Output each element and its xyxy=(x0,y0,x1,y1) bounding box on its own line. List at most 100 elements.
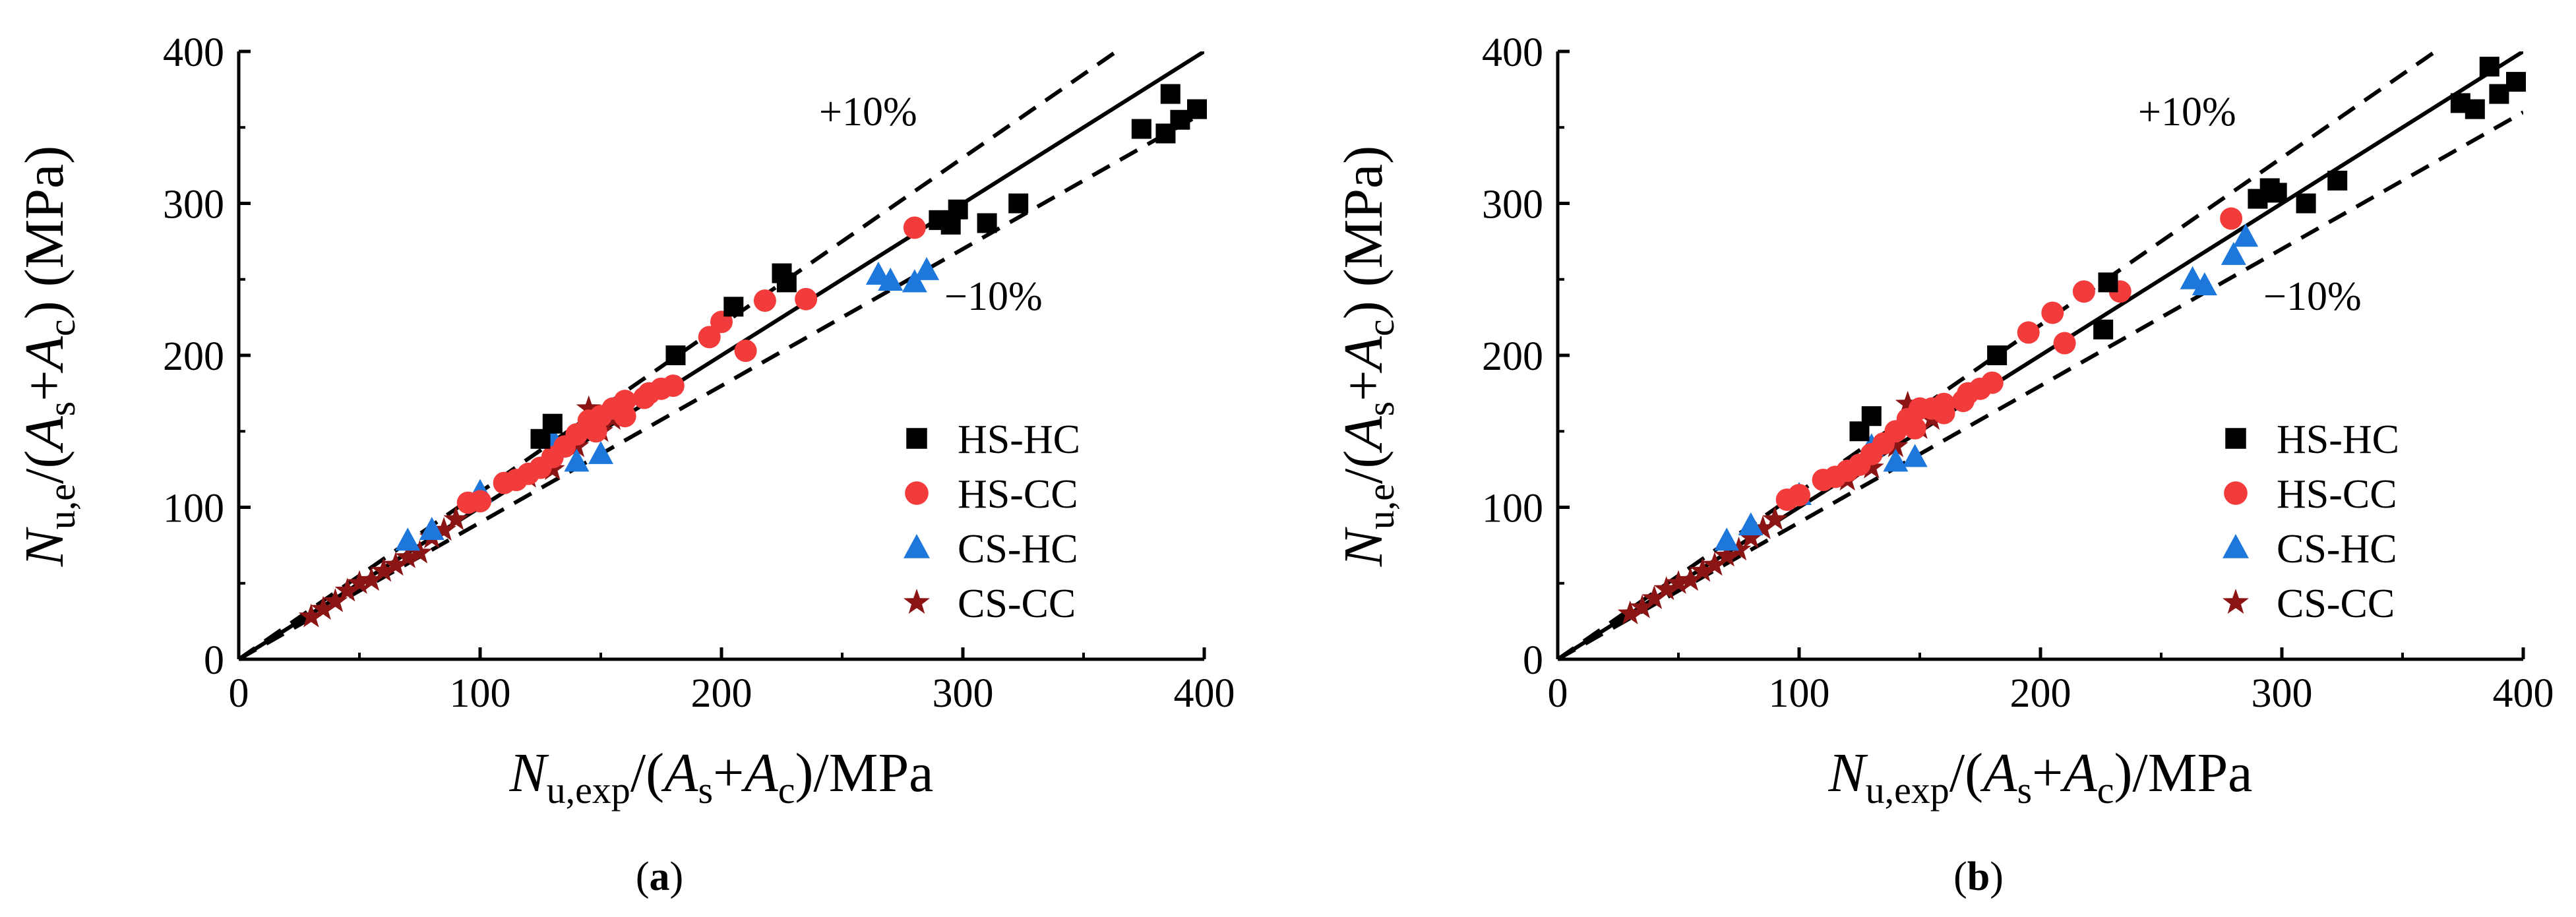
data-point-hs-cc xyxy=(2072,280,2095,303)
y-axis-title-subscript-steel: s xyxy=(1359,401,1402,417)
x-axis-title-paren: /( xyxy=(1949,742,1983,804)
x-axis-title-unit: )/MPa xyxy=(795,742,933,804)
data-point-cs-hc xyxy=(914,256,940,280)
y-tick-label: 300 xyxy=(163,183,224,227)
x-tick-label: 100 xyxy=(450,671,511,716)
x-axis-title-area-steel: A xyxy=(1980,742,2017,804)
legend: HS-HC HS-CC CS-HC CS-CC xyxy=(2223,417,2399,626)
data-point-cs-cc xyxy=(1690,558,1715,582)
data-point-hs-cc xyxy=(2053,332,2076,355)
data-point-hs-cc xyxy=(698,326,721,349)
data-point-cs-cc xyxy=(407,539,433,564)
data-point-hs-hc xyxy=(665,345,686,365)
y-tick-label: 0 xyxy=(1523,638,1543,683)
legend-label-cs-cc: CS-CC xyxy=(2277,581,2395,626)
data-point-cs-cc xyxy=(311,595,336,620)
x-tick-label: 300 xyxy=(933,671,994,716)
y-axis-title-area-steel: A xyxy=(1333,416,1394,454)
y-axis-title-subscript-concrete: c xyxy=(1359,319,1402,336)
x-tick-label: 200 xyxy=(2010,671,2071,716)
panel-label-open: ( xyxy=(1953,854,1967,899)
legend-marker-hs-hc xyxy=(2225,428,2246,449)
data-point-cs-cc xyxy=(1726,537,1752,561)
minus-10-label: −10% xyxy=(2263,274,2362,319)
data-point-hs-cc xyxy=(638,382,661,405)
x-axis-title: Nu,exp/(As+Ac)/MPa xyxy=(509,742,934,812)
data-point-cs-cc xyxy=(431,517,457,541)
data-point-hs-cc xyxy=(613,405,636,428)
legend-label-hs-hc: HS-HC xyxy=(2277,417,2399,462)
data-point-hs-hc xyxy=(1131,119,1151,139)
y-axis-title-symbol: N xyxy=(14,527,75,567)
data-point-cs-hc xyxy=(588,440,613,464)
x-axis-title-unit: )/MPa xyxy=(2114,742,2252,804)
legend-marker-cs-cc xyxy=(904,589,930,614)
panel-label-open: ( xyxy=(636,854,650,899)
data-point-hs-cc xyxy=(795,287,818,311)
minus-10-label: −10% xyxy=(944,274,1043,319)
data-point-hs-hc xyxy=(2327,170,2348,191)
x-axis-title-plus: + xyxy=(713,742,744,804)
y-axis-title-paren: /( xyxy=(14,450,75,484)
legend-marker-hs-cc xyxy=(2224,481,2248,505)
x-axis-title-symbol: N xyxy=(1828,742,1868,804)
data-point-hs-hc xyxy=(1008,193,1029,214)
data-point-cs-cc xyxy=(1762,506,1788,531)
legend-label-hs-hc: HS-HC xyxy=(958,417,1080,462)
data-point-hs-hc xyxy=(2267,183,2287,203)
data-point-cs-cc xyxy=(1641,585,1667,609)
data-point-cs-cc xyxy=(1858,454,1884,479)
x-tick-label: 0 xyxy=(1548,671,1568,716)
x-axis-title-subscript-concrete: c xyxy=(2097,769,2114,812)
y-axis-title-symbol: N xyxy=(1333,527,1394,567)
data-point-hs-hc xyxy=(2296,193,2316,214)
data-point-cs-cc xyxy=(347,570,372,594)
data-point-hs-hc xyxy=(1849,421,1870,442)
panel-a: 0 100 200 300 4000100200300400+10%−10%HS-HCH… xyxy=(14,30,1235,899)
data-point-cs-hc xyxy=(395,527,421,551)
data-point-cs-cc xyxy=(1617,600,1643,624)
series-hs-cc xyxy=(456,216,926,514)
panel-label-letter: a xyxy=(650,854,670,899)
data-point-cs-hc xyxy=(2233,223,2259,247)
x-axis-title-subscript-steel: s xyxy=(2017,769,2032,812)
data-point-hs-cc xyxy=(903,216,926,239)
legend-label-cs-cc: CS-CC xyxy=(958,581,1076,626)
y-axis-title-plus: + xyxy=(14,370,75,401)
x-axis-title-symbol: N xyxy=(509,742,549,804)
series-cs-cc xyxy=(298,395,626,628)
y-tick-label: 200 xyxy=(1482,334,1543,379)
data-point-hs-hc xyxy=(723,297,744,317)
y-axis-title-unit: ) (MPa) xyxy=(1333,146,1394,320)
data-point-hs-hc xyxy=(1170,109,1190,130)
legend-label-cs-hc: CS-HC xyxy=(2277,527,2397,572)
y-axis-title-subscript-steel: s xyxy=(40,401,83,417)
data-point-hs-cc xyxy=(1932,401,1955,425)
data-point-cs-hc xyxy=(564,448,590,472)
legend-marker-hs-cc xyxy=(905,481,929,505)
x-axis-title-paren: /( xyxy=(630,742,664,804)
data-point-hs-hc xyxy=(2506,72,2527,92)
legend-marker-cs-hc xyxy=(904,534,930,558)
y-tick-label: 400 xyxy=(1482,30,1543,75)
panel-label-close: ) xyxy=(670,854,684,899)
axes: 0 100 200 300 400 0 100 200 300 400 xyxy=(163,30,1235,716)
x-tick-label: 400 xyxy=(2493,671,2554,716)
data-point-cs-cc xyxy=(443,506,469,531)
equality-line xyxy=(1558,51,2523,659)
x-tick-label: 0 xyxy=(229,671,249,716)
data-point-cs-cc xyxy=(1895,390,1920,415)
y-axis-title-subscript: u,e xyxy=(40,484,83,529)
y-axis-title-area-concrete: A xyxy=(1333,336,1394,373)
y-axis-title: Nu,e/(As+Ac) (MPa) xyxy=(14,146,83,568)
x-axis-title-area-concrete: A xyxy=(2060,742,2097,804)
x-axis-title-area-steel: A xyxy=(661,742,698,804)
panel-label-close: ) xyxy=(1990,854,2004,899)
data-point-hs-hc xyxy=(776,272,797,293)
y-axis-title: Nu,e/(As+Ac) (MPa) xyxy=(1333,146,1402,568)
y-tick-label: 200 xyxy=(163,334,224,379)
data-point-hs-hc xyxy=(1187,99,1208,119)
y-axis-title-unit: ) (MPa) xyxy=(14,146,75,320)
